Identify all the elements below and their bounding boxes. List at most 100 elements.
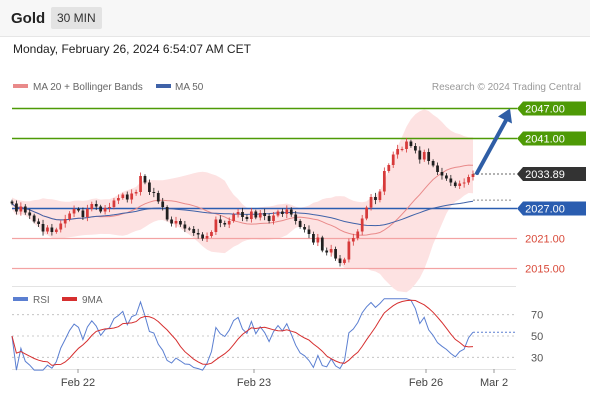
candle [90, 201, 94, 212]
candle [374, 192, 377, 205]
candle [462, 178, 466, 188]
candle [68, 211, 71, 222]
ma20-legend-swatch [13, 84, 28, 88]
rsi-tick-50: 50 [531, 331, 543, 343]
candle [382, 167, 386, 196]
candle-body [165, 207, 169, 220]
candle-body [196, 233, 200, 235]
candle [50, 223, 54, 236]
x-tick-label: Feb 22 [61, 377, 95, 389]
candle [241, 207, 244, 222]
candle-body [103, 208, 107, 212]
candle [329, 244, 333, 257]
candle-body [218, 219, 222, 223]
candle-body [32, 215, 36, 222]
ma20-legend-label: MA 20 + Bollinger Bands [33, 82, 143, 93]
candle [258, 210, 262, 221]
candle-body [90, 204, 94, 209]
x-tick-label: Feb 23 [237, 377, 271, 389]
candle [453, 180, 457, 188]
candle-body [378, 191, 382, 200]
candle-body [285, 209, 289, 214]
candle-body [298, 221, 302, 227]
candle-body [409, 141, 413, 146]
candle [37, 218, 40, 227]
candle-body [396, 149, 400, 155]
candle [414, 143, 417, 154]
candle [72, 205, 76, 218]
candle [170, 216, 173, 227]
candle [54, 227, 58, 234]
candle-body [294, 214, 298, 221]
candle-body [374, 197, 377, 200]
candle-body [108, 207, 111, 208]
candle-body [10, 201, 14, 204]
candle [125, 191, 129, 203]
level-label-2047.00: 2047.00 [525, 104, 565, 116]
candle [232, 212, 236, 223]
candle [77, 207, 80, 213]
candle [161, 197, 165, 211]
candle-body [72, 209, 76, 214]
candle-body [369, 197, 373, 208]
chart-header: Gold 30 MIN [0, 0, 590, 37]
candle [23, 204, 27, 215]
candle-body [54, 229, 58, 232]
candle [227, 217, 231, 229]
timeframe-button[interactable]: 30 MIN [51, 7, 102, 29]
candle-body [400, 149, 404, 150]
candle [272, 211, 275, 225]
candle-body [174, 221, 178, 224]
candle-body [445, 175, 448, 179]
candle [15, 200, 18, 215]
candle [254, 209, 258, 220]
candle [192, 226, 196, 236]
candle [338, 254, 342, 267]
candle-body [267, 216, 271, 221]
candle-body [23, 206, 27, 213]
current-price-label: 2033.89 [525, 169, 565, 181]
candle [165, 205, 169, 222]
candle-body [223, 223, 227, 225]
candle-body [81, 210, 85, 217]
candle-body [249, 211, 253, 219]
candle-body [254, 211, 258, 218]
bollinger-band [12, 109, 473, 293]
candle-body [201, 234, 204, 239]
candle [59, 220, 63, 233]
candle [121, 192, 125, 200]
candle-body [148, 182, 151, 192]
candle [130, 189, 134, 204]
candle [63, 214, 67, 228]
candle-body [272, 215, 275, 221]
candle [409, 139, 413, 148]
candle [431, 159, 435, 168]
candle-body [449, 178, 453, 183]
candle-body [325, 250, 329, 253]
candle [179, 218, 182, 227]
candle-body [187, 228, 191, 230]
candle [108, 202, 111, 213]
candle-body [170, 219, 173, 224]
rsi-legend-swatch [13, 297, 28, 301]
candle [117, 194, 120, 205]
candle [440, 167, 444, 180]
rsi-ma-line [11, 299, 474, 366]
level-tag-2041.00 [517, 131, 586, 146]
candle-body [85, 209, 89, 217]
candle [458, 180, 462, 189]
candle [174, 216, 178, 228]
candle [103, 205, 107, 215]
projection-arrow-shaft [475, 116, 509, 176]
candle-body [356, 231, 360, 238]
candle [112, 198, 116, 210]
candle [396, 144, 400, 159]
candle [187, 226, 191, 231]
candle [214, 216, 218, 235]
candle-body [214, 219, 218, 232]
candle-body [303, 227, 306, 230]
candle-body [125, 194, 129, 200]
candle-body [77, 209, 80, 211]
candle [267, 213, 271, 224]
